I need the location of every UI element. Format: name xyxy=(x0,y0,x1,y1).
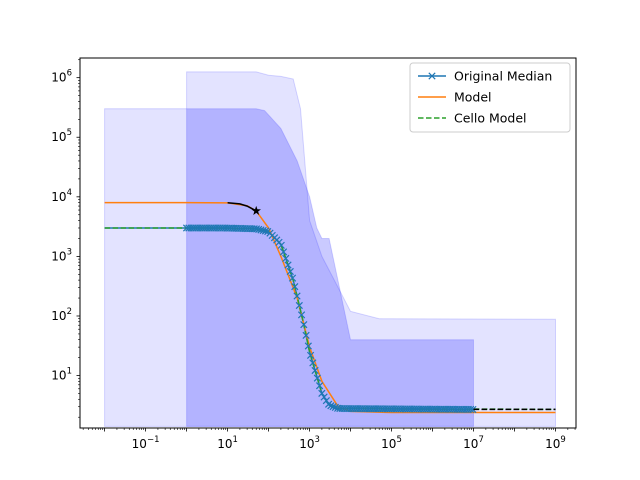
y-tick-label-0: 101 xyxy=(51,367,72,383)
median-marker-58 xyxy=(313,374,321,382)
y-axis-ticks: 101 102 103 104 105 106 xyxy=(51,59,80,418)
median-marker-52 xyxy=(300,321,308,329)
median-marker-65 xyxy=(329,402,337,411)
median-marker-49 xyxy=(293,292,301,300)
y-tick-label-5: 106 xyxy=(51,69,72,85)
series-markers xyxy=(182,224,477,414)
median-marker-43 xyxy=(279,248,288,256)
annotations xyxy=(227,202,556,411)
median-marker-46 xyxy=(286,267,294,276)
annotation-star-marker xyxy=(251,205,261,215)
legend-label-0: Original Median xyxy=(454,69,552,84)
median-marker-55 xyxy=(306,351,315,359)
median-marker-54 xyxy=(304,342,312,350)
median-marker-45 xyxy=(284,261,292,269)
median-marker-42 xyxy=(277,241,285,249)
y-tick-label-2: 103 xyxy=(51,247,72,263)
axes-frame xyxy=(79,57,577,429)
x-tick-label-5: 109 xyxy=(545,435,566,451)
x-tick-label-0: 10−1 xyxy=(132,435,160,451)
legend-label-1: Model xyxy=(454,90,492,105)
median-marker-61 xyxy=(320,393,328,401)
x-tick-label-3: 105 xyxy=(381,435,402,451)
legend: Original Median Model Cello Model xyxy=(409,62,571,133)
median-marker-35 xyxy=(261,227,270,235)
legend-box xyxy=(409,62,571,133)
median-marker-50 xyxy=(295,301,303,310)
median-marker-59 xyxy=(315,382,324,390)
median-marker-57 xyxy=(311,366,319,375)
band-outer-right xyxy=(186,71,556,427)
median-marker-56 xyxy=(309,359,317,367)
x-axis-ticks: 10−1 101 103 105 107 109 xyxy=(82,428,576,451)
x-tick-label-4: 107 xyxy=(463,435,484,451)
median-marker-44 xyxy=(282,254,290,263)
median-marker-60 xyxy=(318,389,326,397)
x-tick-label-1: 101 xyxy=(217,435,238,451)
band-inner xyxy=(186,108,474,427)
annotation-black-curve xyxy=(227,202,257,212)
median-marker-47 xyxy=(288,274,297,282)
y-tick-label-4: 105 xyxy=(51,128,72,144)
legend-marker-0 xyxy=(428,72,436,80)
median-marker-127 xyxy=(469,405,477,414)
x-tick-label-2: 103 xyxy=(299,435,320,451)
median-marker-53 xyxy=(302,331,310,339)
median-marker-51 xyxy=(297,311,306,319)
legend-label-2: Cello Model xyxy=(454,111,527,126)
y-tick-label-1: 102 xyxy=(51,307,72,323)
y-tick-label-3: 104 xyxy=(51,188,72,204)
median-marker-48 xyxy=(291,282,299,291)
median-marker-64 xyxy=(327,402,335,410)
median-marker-126 xyxy=(467,405,475,414)
